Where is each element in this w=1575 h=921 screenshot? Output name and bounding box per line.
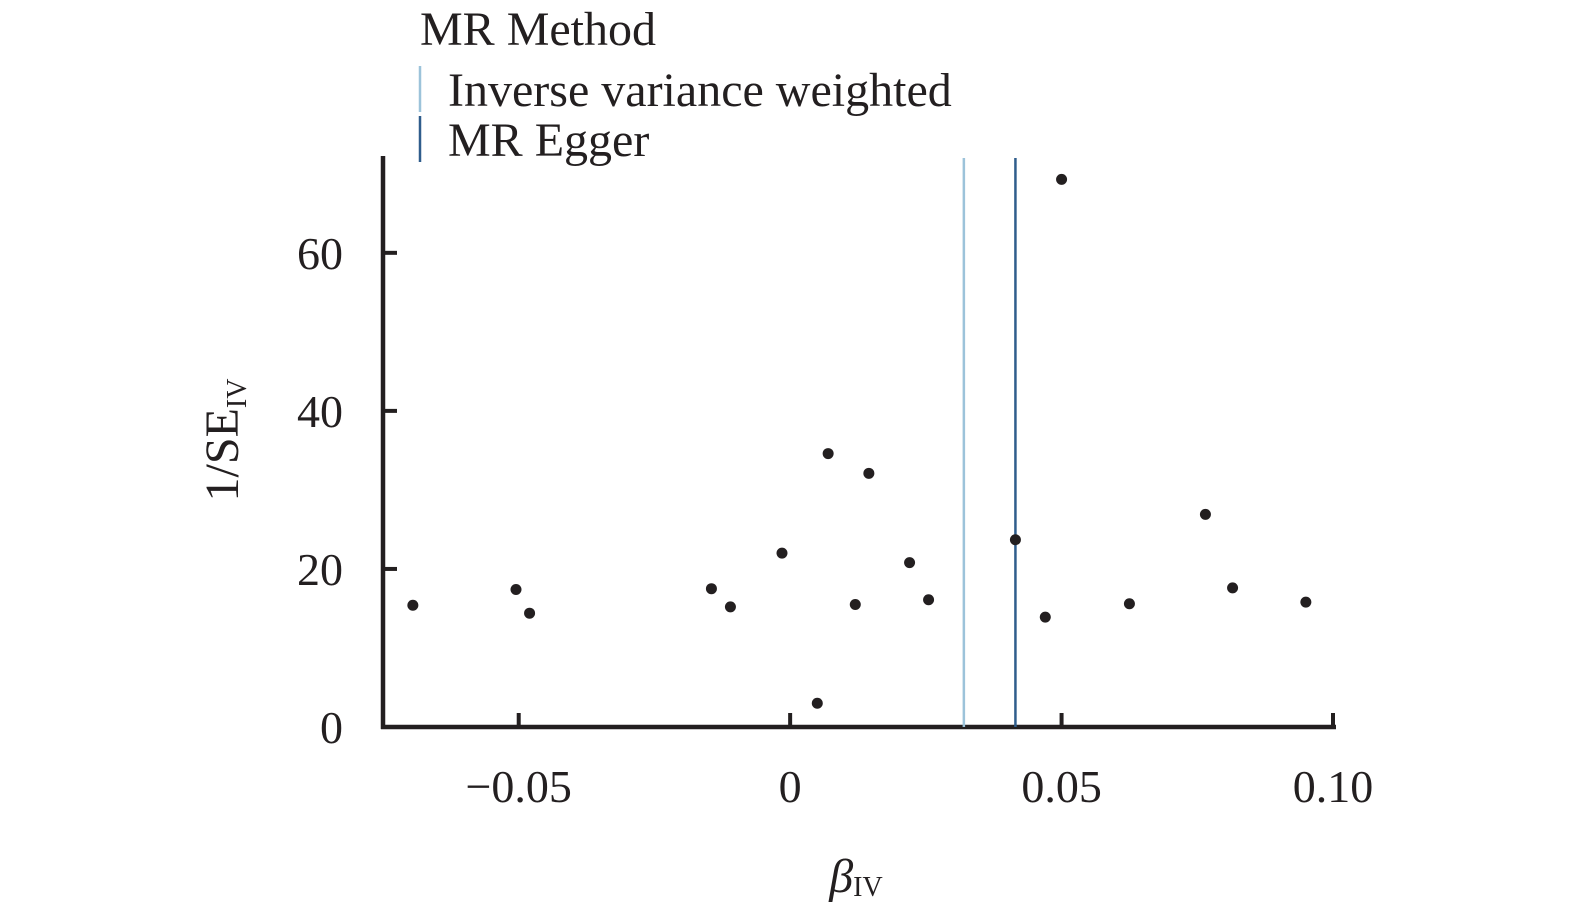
data-point [705, 583, 717, 595]
data-point [849, 599, 861, 611]
data-point [1300, 596, 1312, 608]
data-point [1123, 598, 1135, 610]
x-tick-label: −0.05 [465, 761, 571, 812]
legend-label-inverse-variance-weighted: Inverse variance weighted [448, 64, 952, 117]
x-ticks: −0.05 0 0.05 0.10 [465, 713, 1373, 812]
y-axis-label-sub: IV [222, 379, 253, 409]
data-point [776, 547, 788, 559]
data-point [724, 601, 736, 613]
data-point [510, 583, 522, 595]
x-tick-label: 0.10 [1293, 761, 1374, 812]
y-tick-label: 60 [297, 228, 343, 279]
y-tick-label: 20 [297, 544, 343, 595]
y-axis-label: 1/SEIV [196, 379, 253, 502]
data-point [904, 557, 916, 569]
data-point [811, 697, 823, 709]
y-tick-label: 0 [320, 702, 343, 753]
data-point [524, 607, 536, 619]
data-point [1227, 582, 1239, 594]
data-point [923, 594, 935, 606]
y-tick-label: 40 [297, 386, 343, 437]
legend: MR Method Inverse variance weighted MR E… [418, 3, 952, 167]
x-axis-label-sub: IV [853, 872, 883, 903]
x-tick-label: 0.05 [1021, 761, 1102, 812]
data-point [822, 448, 834, 460]
data-points [407, 173, 1312, 709]
data-point [1199, 508, 1211, 520]
data-point [863, 467, 875, 479]
data-point [1056, 173, 1068, 185]
x-tick-label: 0 [779, 761, 802, 812]
data-point [407, 599, 419, 611]
data-point [1039, 611, 1051, 623]
data-point [1009, 534, 1021, 546]
estimate-lines [962, 158, 1017, 727]
y-ticks: 0 20 40 60 [297, 228, 397, 753]
legend-title: MR Method [420, 3, 656, 56]
axes [380, 156, 1336, 730]
x-axis-label-main: β [828, 850, 853, 903]
legend-label-mr-egger: MR Egger [448, 114, 649, 167]
y-axis-label-main: 1/SE [196, 408, 249, 501]
x-axis-label: βIV [828, 850, 882, 903]
